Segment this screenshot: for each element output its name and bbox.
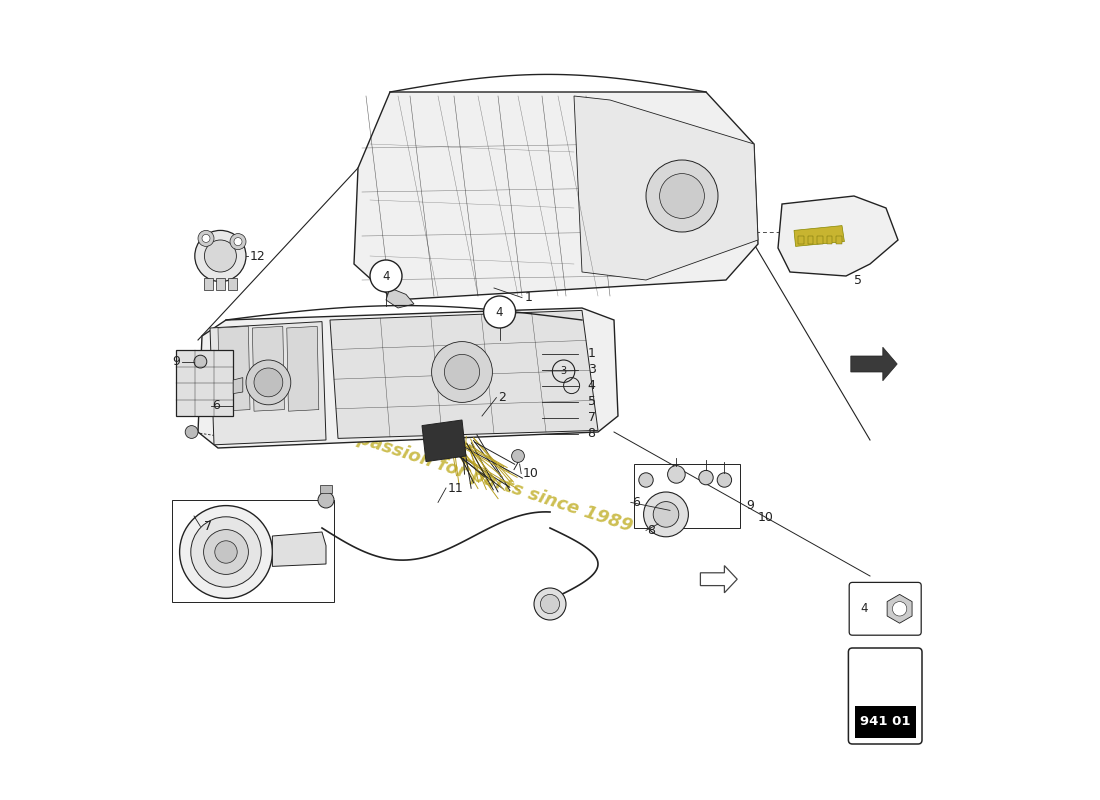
Polygon shape [252,326,285,411]
Circle shape [246,360,290,405]
Polygon shape [794,226,845,246]
Polygon shape [850,347,898,381]
Circle shape [234,238,242,246]
Circle shape [205,240,236,272]
Polygon shape [701,566,737,593]
Text: 7: 7 [204,520,211,533]
Polygon shape [778,196,898,276]
Text: 11: 11 [448,482,463,494]
Circle shape [190,517,261,587]
Polygon shape [422,420,466,462]
Circle shape [512,450,525,462]
Circle shape [198,230,214,246]
Circle shape [230,234,246,250]
Bar [827,236,833,244]
Circle shape [540,594,560,614]
Text: 4: 4 [383,270,389,282]
FancyBboxPatch shape [849,582,921,635]
Bar [855,706,915,738]
Text: 9: 9 [746,499,754,512]
Circle shape [204,530,249,574]
Circle shape [668,466,685,483]
Bar [204,278,213,290]
Text: 1: 1 [587,347,595,360]
FancyBboxPatch shape [176,350,233,416]
Text: 6: 6 [212,399,220,412]
Circle shape [892,602,906,616]
Circle shape [717,473,732,487]
Polygon shape [233,378,243,394]
Polygon shape [354,92,758,300]
Polygon shape [210,322,326,445]
Circle shape [646,160,718,232]
Polygon shape [887,594,912,623]
Polygon shape [287,326,319,411]
Text: 941 01: 941 01 [860,715,911,728]
Circle shape [214,541,238,563]
Circle shape [484,296,516,328]
Circle shape [179,506,273,598]
Bar [817,236,823,244]
Text: 2: 2 [498,391,506,404]
Circle shape [195,230,246,282]
Polygon shape [386,288,414,308]
Text: 12: 12 [250,250,266,262]
Bar [216,278,225,290]
Text: a passion for parts since 1989: a passion for parts since 1989 [338,424,635,536]
Text: 4: 4 [860,602,868,615]
Text: 5: 5 [587,395,595,408]
Circle shape [698,470,713,485]
Circle shape [318,492,334,508]
Circle shape [202,234,210,242]
Text: 6: 6 [632,496,640,509]
Text: 3: 3 [587,363,595,376]
Polygon shape [198,308,618,448]
Circle shape [444,354,480,390]
Circle shape [254,368,283,397]
Circle shape [639,473,653,487]
Text: 4: 4 [587,379,595,392]
Polygon shape [273,532,326,566]
Text: 5: 5 [854,274,862,286]
Circle shape [660,174,704,218]
Text: 10: 10 [522,467,539,480]
Polygon shape [218,326,250,411]
Text: 8: 8 [587,427,595,440]
Circle shape [431,342,493,402]
Circle shape [534,588,566,620]
Text: 10: 10 [758,511,774,524]
Circle shape [185,426,198,438]
Text: 8: 8 [648,524,656,537]
Bar [798,236,804,244]
Text: 7: 7 [587,411,595,424]
Text: 3: 3 [561,366,566,376]
Circle shape [644,492,689,537]
Text: 1: 1 [525,291,532,304]
Bar [228,278,238,290]
Circle shape [653,502,679,527]
Circle shape [370,260,402,292]
Polygon shape [574,96,758,280]
Circle shape [194,355,207,368]
Bar [320,485,331,493]
Bar [836,236,842,244]
Text: 9: 9 [173,355,180,368]
Bar [807,236,813,244]
Polygon shape [330,310,598,438]
Text: 4: 4 [496,306,504,318]
FancyBboxPatch shape [848,648,922,744]
